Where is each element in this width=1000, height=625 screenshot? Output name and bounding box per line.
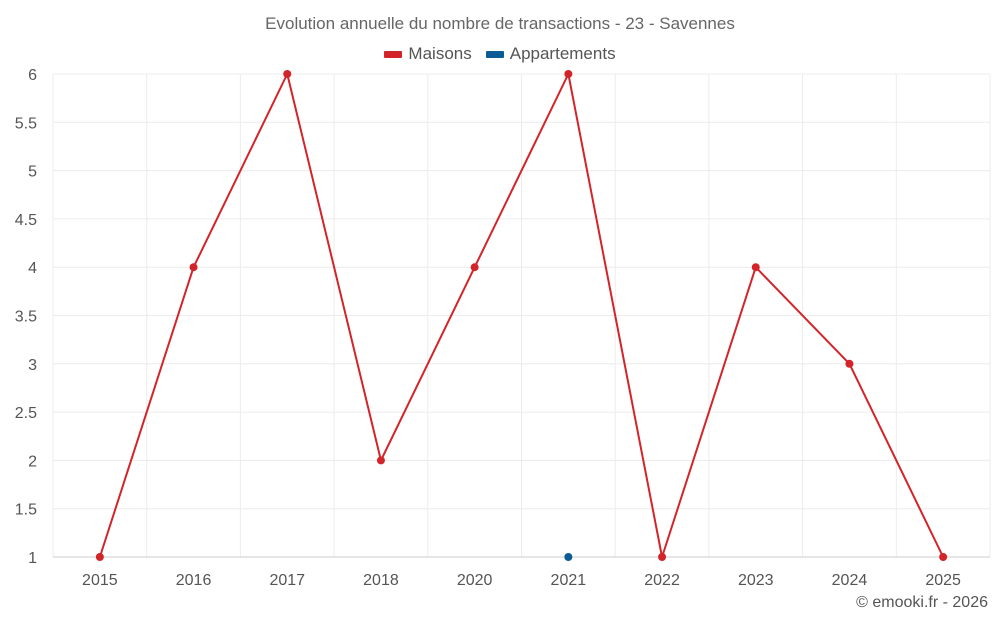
y-tick-label: 6 (28, 67, 37, 84)
data-point-maisons (376, 456, 385, 465)
x-tick-label: 2020 (457, 572, 493, 589)
chart-title: Evolution annuelle du nombre de transact… (265, 14, 735, 33)
data-point-maisons (751, 263, 760, 272)
x-tick-label: 2025 (925, 572, 961, 589)
y-tick-label: 4 (28, 260, 37, 277)
data-point-maisons (189, 263, 198, 272)
legend: Maisons Appartements (0, 44, 1000, 64)
data-point-maisons (658, 553, 667, 561)
x-tick-label: 2015 (82, 572, 118, 589)
data-point-maisons (845, 359, 854, 368)
y-tick-label: 1 (28, 550, 37, 567)
y-tick-label: 5.5 (15, 115, 37, 132)
data-point-maisons (939, 553, 948, 561)
legend-label-maisons: Maisons (408, 44, 472, 63)
x-tick-label: 2016 (176, 572, 212, 589)
y-tick-label: 4.5 (15, 212, 37, 229)
credit-text: © emooki.fr - 2026 (856, 594, 988, 611)
legend-label-appartements: Appartements (509, 44, 616, 63)
x-tick-label: 2017 (269, 572, 305, 589)
legend-item-appartements[interactable]: Appartements (485, 44, 616, 64)
legend-swatch-appartements (485, 50, 504, 58)
y-tick-label: 3.5 (15, 309, 37, 326)
y-tick-label: 3 (28, 357, 37, 374)
x-tick-label: 2024 (832, 572, 868, 589)
data-point-maisons (283, 70, 292, 78)
legend-item-maisons[interactable]: Maisons (384, 44, 472, 64)
legend-swatch-maisons (384, 50, 403, 58)
y-tick-label: 2.5 (15, 405, 37, 422)
x-tick-label: 2022 (644, 572, 680, 589)
data-point-maisons (470, 263, 479, 272)
data-point-appartements (564, 553, 573, 561)
y-tick-label: 2 (28, 453, 37, 470)
x-tick-label: 2021 (551, 572, 587, 589)
series-line-maisons (98, 73, 945, 558)
data-point-maisons (95, 553, 104, 561)
x-tick-label: 2023 (738, 572, 774, 589)
y-tick-label: 1.5 (15, 502, 37, 519)
y-tick-label: 5 (28, 164, 37, 181)
data-point-maisons (564, 70, 573, 78)
x-tick-label: 2018 (363, 572, 399, 589)
